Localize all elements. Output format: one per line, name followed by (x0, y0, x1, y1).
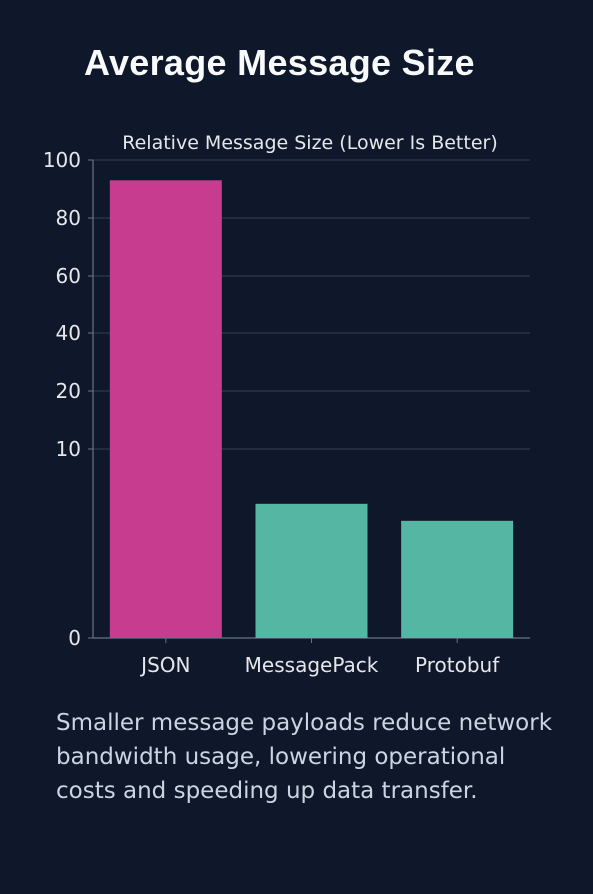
bar-messagepack (255, 503, 368, 638)
bar-json (109, 180, 222, 639)
x-tick-label: Protobuf (415, 653, 500, 677)
chart-description: Smaller message payloads reduce network … (56, 710, 553, 804)
y-tick-label: 0 (68, 626, 81, 650)
y-tick-label: 60 (56, 264, 81, 288)
page-title: Average Message Size (84, 42, 475, 83)
bar-protobuf (401, 520, 514, 638)
y-tick-label: 20 (56, 379, 81, 403)
x-tick-label: MessagePack (245, 653, 379, 677)
x-tick-label: JSON (139, 653, 190, 677)
chart-title: Relative Message Size (Lower Is Better) (122, 132, 497, 154)
y-tick-label: 10 (56, 437, 81, 461)
y-tick-label: 100 (43, 148, 81, 172)
y-tick-label: 80 (56, 206, 81, 230)
y-tick-label: 40 (56, 321, 81, 345)
